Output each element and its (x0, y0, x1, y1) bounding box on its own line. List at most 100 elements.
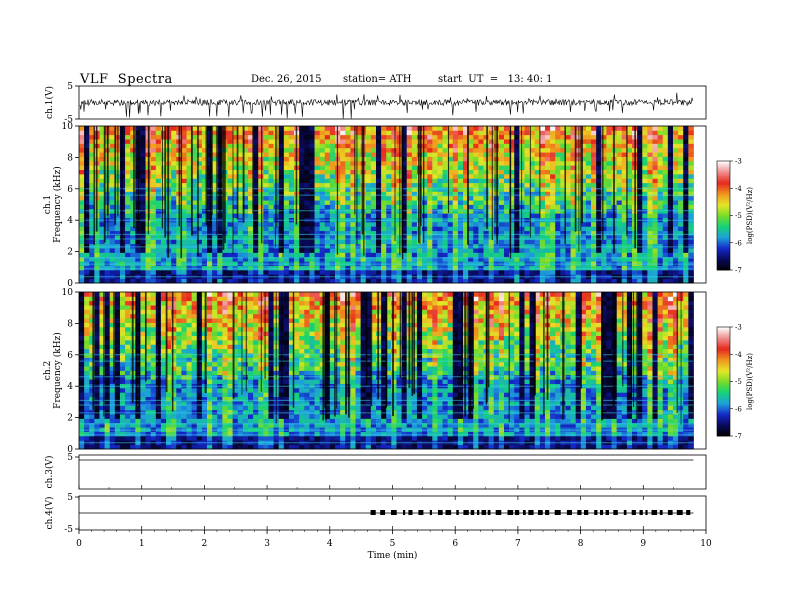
spectrogram-cell (104, 339, 111, 345)
spectrogram-cell (186, 173, 193, 179)
spectrogram-cell (201, 134, 208, 140)
spectrogram-cell (539, 173, 546, 179)
spectrogram-cell (130, 418, 136, 424)
spectrogram-cell (340, 187, 346, 192)
spectrogram-cell (232, 143, 239, 149)
spectrogram-cell (288, 160, 295, 166)
spectrogram-cell (263, 230, 269, 236)
spectrogram-cell (642, 160, 648, 166)
spectrogram-cell (201, 147, 208, 153)
spectrogram-cell (473, 139, 479, 144)
spectrogram-cell (155, 256, 162, 262)
spectrogram-cell (299, 278, 305, 284)
spectrogram-cell (657, 252, 664, 258)
spectrogram-cell (191, 204, 198, 210)
spectrogram-cell (672, 213, 679, 218)
spectrogram-cell (140, 243, 146, 249)
spectrogram-cell (529, 230, 536, 236)
spectrogram-cell (529, 173, 536, 179)
spectrogram-cell (585, 265, 592, 271)
spectrogram-cell (534, 173, 541, 179)
spectrogram-cell (468, 143, 474, 149)
spectrogram-cell (207, 130, 213, 136)
spectrogram-cell (534, 261, 541, 266)
spectrogram-cell (411, 156, 418, 162)
spectrogram-cell (657, 261, 664, 266)
spectrogram-cell (560, 230, 566, 236)
spectrogram-cell (652, 256, 659, 262)
spectrogram-cell (560, 278, 566, 284)
spectrogram-cell (99, 348, 105, 354)
spectrogram-cell (283, 243, 290, 249)
spectrogram-cell (186, 178, 193, 184)
spectrogram-cell (375, 252, 382, 258)
spectrogram-cell (509, 126, 515, 131)
spectrogram-cell (544, 256, 551, 262)
spectrogram-cell (488, 213, 495, 218)
spectrogram-cell (196, 221, 203, 227)
spectrogram-cell (150, 165, 157, 171)
spectrogram-cell (125, 235, 131, 240)
spectrogram-cell (452, 191, 459, 197)
spectrogram-cell (642, 269, 648, 275)
spectrogram-cell (534, 130, 541, 136)
spectrogram-cell (242, 252, 249, 258)
spectrogram-cell (350, 239, 356, 245)
spectrogram-cell (662, 239, 669, 245)
spectrogram-cell (171, 204, 177, 210)
spectrogram-cell (89, 152, 95, 157)
spectrogram-cell (79, 335, 85, 341)
spectrogram-cell (386, 235, 392, 240)
spectrogram-cell (89, 230, 95, 236)
spectrogram-cell (432, 252, 438, 258)
spectrogram-cell (79, 309, 85, 315)
spectrogram-cell (314, 182, 321, 188)
spectrogram-cell (524, 182, 530, 188)
spectrogram-cell (150, 191, 157, 197)
spectrogram-cell (99, 435, 105, 441)
spectrogram-cell (119, 300, 126, 306)
spectrogram-cell (580, 204, 587, 210)
spectrogram-cell (365, 269, 372, 275)
spectrogram-cell (601, 126, 607, 131)
spectrogram-cell (580, 143, 587, 149)
spectrogram-cell (411, 182, 418, 188)
spectrogram-cell (365, 278, 372, 284)
spectrogram-cell (647, 239, 653, 245)
spectrogram-cell (406, 252, 413, 258)
spectrogram-cell (94, 344, 100, 350)
spectrogram-cell (580, 187, 587, 192)
spectrogram-cell (319, 269, 326, 275)
spectrogram-cell (550, 187, 556, 192)
spectrogram-cell (319, 134, 326, 140)
spectrogram-cell (253, 139, 259, 144)
spectrogram-cell (299, 156, 305, 162)
spectrogram-cell (601, 200, 607, 205)
spectrogram-cell (263, 213, 269, 218)
spectrogram-cell (104, 296, 111, 302)
spectrogram-cell (365, 221, 372, 227)
spectrogram-cell (498, 139, 505, 144)
spectrogram-cell (99, 300, 105, 306)
spectrogram-cell (89, 134, 95, 140)
spectrogram-cell (150, 370, 157, 376)
spectrogram-cell (263, 178, 269, 184)
spectrogram-cell (386, 265, 392, 271)
spectrogram-cell (509, 256, 515, 262)
spectrogram-cell (504, 134, 510, 140)
spectrogram-cell (150, 195, 157, 201)
spectrogram-cell (416, 269, 423, 275)
spectrogram-cell (365, 243, 372, 249)
spectrogram-cell (396, 239, 402, 245)
spectrogram-cell (591, 278, 597, 284)
spectrogram-cell (350, 165, 356, 171)
spectrogram-cell (99, 309, 105, 315)
spectrogram-cell (160, 248, 167, 253)
spectrogram-cell (155, 130, 162, 136)
spectrogram-cell (437, 130, 443, 136)
spectrogram-cell (319, 221, 326, 227)
spectrogram-cell (642, 178, 648, 184)
spectrogram-cell (478, 139, 484, 144)
spectrogram-cell (99, 235, 105, 240)
spectrogram-cell (514, 278, 520, 284)
